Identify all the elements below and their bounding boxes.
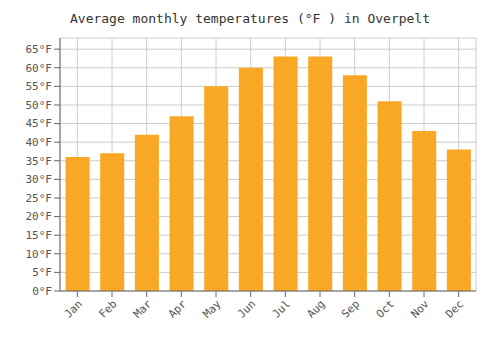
svg-text:Mar: Mar xyxy=(131,297,155,321)
svg-text:60°F: 60°F xyxy=(26,62,53,75)
svg-text:50°F: 50°F xyxy=(26,99,53,112)
svg-text:Sep: Sep xyxy=(339,297,362,320)
svg-text:Feb: Feb xyxy=(96,297,119,320)
svg-text:Dec: Dec xyxy=(443,297,466,320)
svg-text:Aug: Aug xyxy=(304,297,327,320)
html-text:Average monthly temperatures (: Average monthly temperatures (°F ) in Ov… xyxy=(70,11,430,26)
svg-text:30°F: 30°F xyxy=(26,173,53,186)
svg-text:5°F: 5°F xyxy=(32,266,52,279)
svg-text:Jan: Jan xyxy=(62,297,85,320)
svg-text:10°F: 10°F xyxy=(26,248,53,261)
svg-text:15°F: 15°F xyxy=(26,229,53,242)
svg-text:Jul: Jul xyxy=(270,297,293,320)
svg-text:45°F: 45°F xyxy=(26,117,53,130)
svg-text:25°F: 25°F xyxy=(26,192,53,205)
svg-text:Oct: Oct xyxy=(374,297,397,320)
svg-text:0°F: 0°F xyxy=(32,285,52,298)
svg-text:Jun: Jun xyxy=(235,297,258,320)
svg-text:Nov: Nov xyxy=(408,297,432,321)
svg-text:Apr: Apr xyxy=(166,297,190,321)
svg-text:May: May xyxy=(200,297,224,321)
svg-text:65°F: 65°F xyxy=(26,43,53,56)
svg-text:55°F: 55°F xyxy=(26,80,53,93)
svg-text:40°F: 40°F xyxy=(26,136,53,149)
svg-text:35°F: 35°F xyxy=(26,155,53,168)
svg-text:20°F: 20°F xyxy=(26,210,53,223)
